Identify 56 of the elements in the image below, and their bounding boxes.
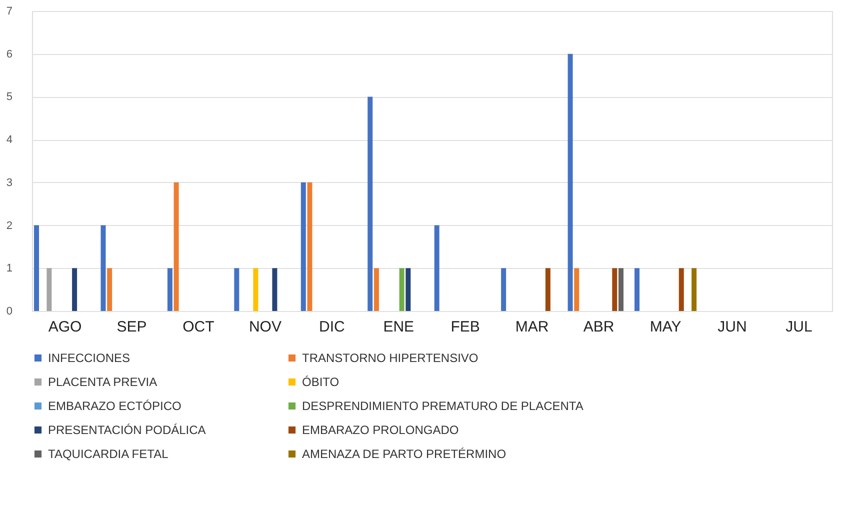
x-tick-label: MAY bbox=[650, 318, 682, 336]
x-tick-label: OCT bbox=[182, 318, 214, 336]
y-tick-label: 6 bbox=[6, 48, 12, 60]
bar bbox=[46, 268, 52, 311]
bar bbox=[678, 268, 684, 311]
legend-label: AMENAZA DE PARTO PRETÉRMINO bbox=[302, 447, 506, 461]
bar bbox=[545, 268, 550, 311]
bar bbox=[692, 268, 697, 311]
bar bbox=[618, 268, 624, 311]
bar bbox=[167, 268, 172, 311]
legend-label: TAQUICARDIA FETAL bbox=[48, 447, 169, 461]
bar bbox=[612, 268, 618, 311]
x-tick-label: FEB bbox=[450, 318, 480, 336]
bar bbox=[100, 225, 106, 311]
bar bbox=[174, 182, 179, 311]
y-tick-label: 4 bbox=[6, 134, 12, 146]
bar bbox=[72, 268, 78, 311]
bar bbox=[300, 182, 306, 311]
legend-label: EMBARAZO PROLONGADO bbox=[302, 423, 459, 437]
x-tick-label: JUL bbox=[786, 318, 812, 336]
bar bbox=[234, 268, 240, 311]
x-tick-label: JUN bbox=[718, 318, 747, 336]
bar bbox=[368, 96, 373, 311]
bar bbox=[568, 54, 573, 311]
bar bbox=[406, 268, 411, 311]
y-tick-label: 0 bbox=[6, 306, 12, 318]
legend-label: PRESENTACIÓN PODÁLICA bbox=[48, 423, 206, 437]
bar bbox=[399, 268, 404, 311]
x-tick-label: NOV bbox=[248, 318, 282, 336]
x-tick-label: DIC bbox=[318, 318, 345, 336]
legend-label: PLACENTA PREVIA bbox=[48, 375, 158, 389]
bar bbox=[374, 268, 379, 311]
bar bbox=[574, 268, 580, 311]
y-tick-label: 7 bbox=[6, 6, 12, 18]
legend-label: TRANSTORNO HIPERTENSIVO bbox=[302, 351, 478, 365]
x-tick-label: ENE bbox=[383, 318, 414, 336]
y-tick-label: 3 bbox=[6, 176, 12, 189]
bar bbox=[253, 268, 258, 311]
legend-label: INFECCIONES bbox=[48, 351, 130, 365]
y-tick-label: 1 bbox=[6, 262, 12, 275]
y-tick-label: 5 bbox=[6, 91, 12, 104]
bar bbox=[272, 268, 278, 311]
y-tick-label: 2 bbox=[6, 220, 12, 232]
legend-label: EMBARAZO ECTÓPICO bbox=[48, 399, 182, 413]
x-tick-label: SEP bbox=[116, 318, 147, 336]
bar bbox=[634, 268, 640, 311]
x-tick-label: MAR bbox=[515, 318, 549, 336]
bar bbox=[307, 182, 312, 311]
bar bbox=[434, 225, 440, 311]
bar bbox=[107, 268, 112, 311]
legend-label: DESPRENDIMIENTO PREMATURO DE PLACENTA bbox=[302, 399, 584, 413]
x-tick-label: AGO bbox=[48, 318, 82, 336]
x-tick-label: ABR bbox=[583, 318, 614, 336]
bar bbox=[501, 268, 506, 311]
legend-label: ÓBITO bbox=[302, 375, 340, 389]
bar bbox=[34, 225, 40, 311]
